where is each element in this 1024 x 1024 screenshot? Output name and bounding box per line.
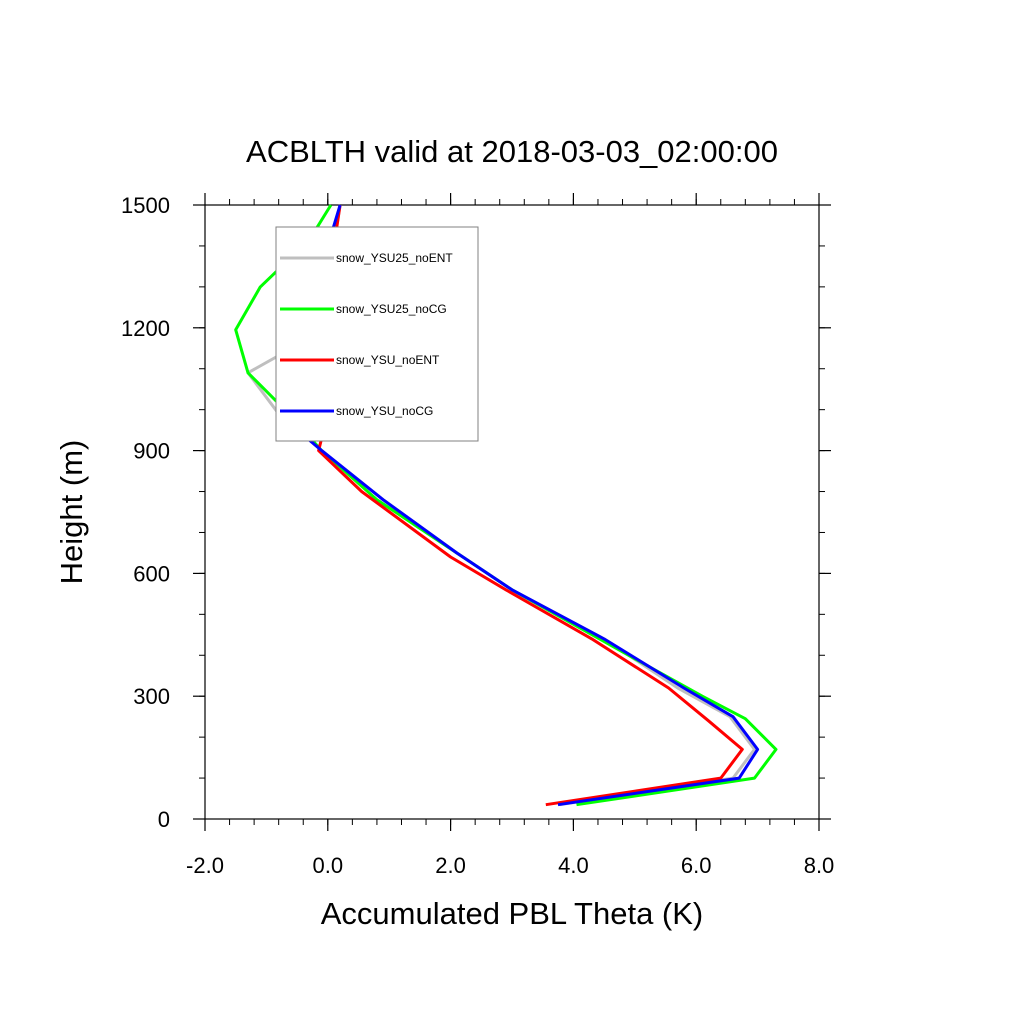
x-tick-label: 8.0: [804, 853, 835, 878]
legend: snow_YSU25_noENT snow_YSU25_noCG snow_YSU_…: [275, 226, 479, 442]
y-tick-label: 1200: [121, 316, 170, 341]
y-tick-label: 300: [133, 684, 170, 709]
x-tick-label: 2.0: [435, 853, 466, 878]
y-tick-label: 0: [158, 807, 170, 832]
y-tick-label: 900: [133, 439, 170, 464]
x-tick-label: 4.0: [558, 853, 589, 878]
y-tick-label: 600: [133, 561, 170, 586]
y-axis-label: Height (m): [54, 440, 89, 585]
legend-box: [275, 226, 479, 442]
legend-label: snow_YSU_noENT: [336, 353, 440, 367]
plot-frame: [204, 204, 820, 820]
y-tick-label: 1500: [121, 193, 170, 218]
axis-ticks: -2.0 0.0 2.0 4.0 6.0 8.0 0 300 600 900 1200 1500: [121, 193, 834, 878]
x-tick-label: 0.0: [313, 853, 344, 878]
x-tick-label: 6.0: [681, 853, 712, 878]
legend-label: snow_YSU_noCG: [336, 404, 433, 418]
x-axis-label: Accumulated PBL Theta (K): [321, 896, 704, 931]
series-line-snow_YSU25_noCG: [234, 204, 778, 807]
x-tick-label: -2.0: [186, 853, 224, 878]
chart-title: ACBLTH valid at 2018-03-03_02:00:00: [246, 134, 778, 169]
legend-label: snow_YSU25_noCG: [336, 302, 447, 316]
legend-label: snow_YSU25_noENT: [336, 251, 453, 265]
